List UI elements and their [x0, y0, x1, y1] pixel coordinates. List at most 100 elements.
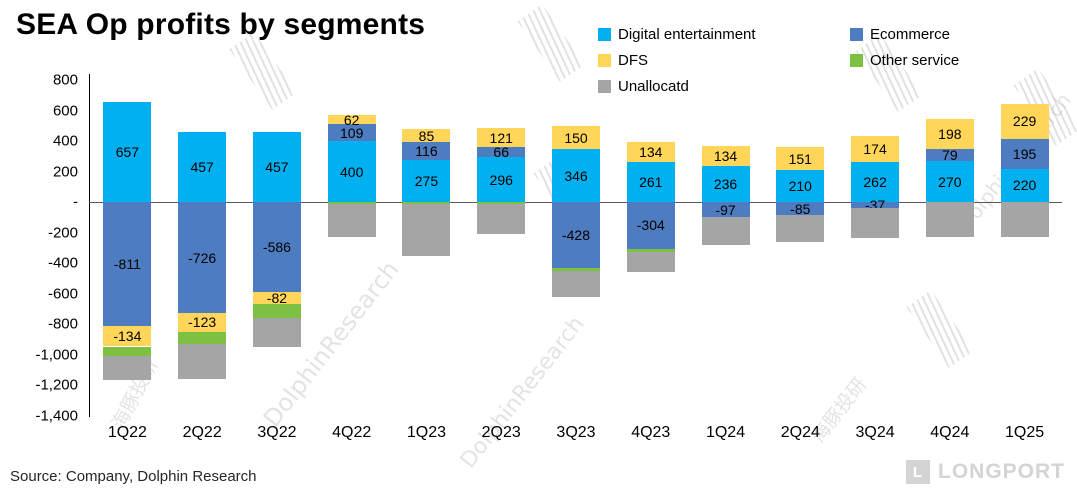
legend-swatch-other-service [850, 54, 863, 67]
bar-segment-ecommerce [178, 202, 227, 314]
y-tick-label: -600 [47, 285, 78, 303]
bar-value-label: -123 [188, 314, 217, 331]
bar-segment-dfs [851, 135, 900, 163]
bar-segment-other-service [178, 331, 227, 345]
bar-segment-unallocatd [477, 203, 526, 235]
bar-segment-ecommerce [252, 202, 301, 292]
legend: Digital entertainment Ecommerce DFS Othe… [598, 26, 959, 95]
x-axis-label: 3Q24 [855, 424, 895, 441]
bar-segment-unallocatd [851, 207, 900, 239]
x-axis-label: 3Q22 [257, 424, 297, 441]
bar-segment-unallocatd [1000, 202, 1049, 238]
bar-segment-other-service [402, 202, 451, 204]
bar-segment-unallocatd [252, 317, 301, 347]
x-axis-label: 2Q22 [182, 424, 222, 441]
legend-swatch-dfs [598, 54, 611, 67]
bar-value-label: 198 [938, 125, 962, 142]
x-axis-label: 4Q23 [631, 424, 671, 441]
bar-segment-other-service [103, 346, 152, 356]
x-axis-label: 1Q24 [705, 424, 746, 441]
bar-segment-unallocatd [178, 344, 227, 380]
bar-segment-unallocatd [327, 204, 376, 238]
legend-label: Ecommerce [870, 26, 951, 43]
bar-segment-dfs [776, 147, 825, 171]
bar-segment-dfs [402, 129, 451, 143]
bar-segment-ecommerce [626, 202, 675, 249]
legend-label: DFS [618, 52, 648, 69]
y-tick-label: -1,400 [35, 407, 78, 425]
bar-segment-unallocatd [701, 216, 750, 246]
longport-logo: L LONGPORT [906, 460, 1065, 484]
bar-segment-unallocatd [626, 251, 675, 272]
x-axis-label: 3Q23 [556, 424, 596, 441]
bar-value-label: -97 [715, 201, 736, 218]
bar-segment-dfs [252, 291, 301, 305]
bar-value-label: 346 [564, 167, 588, 184]
y-tick-label: -1,000 [35, 346, 78, 364]
bar-value-label: 657 [115, 144, 140, 160]
bar-segment-unallocatd [925, 202, 974, 238]
x-axis-label: 1Q25 [1005, 424, 1045, 441]
bar-segment-dfs [925, 118, 974, 149]
source-note: Source: Company, Dolphin Research [10, 468, 257, 485]
x-axis-label: 1Q22 [107, 424, 147, 441]
bar-value-label: 109 [340, 124, 364, 141]
bar-segment-unallocatd [103, 355, 152, 381]
bar-segment-ecommerce [103, 202, 152, 327]
bar-value-label: 116 [415, 143, 438, 160]
bar-segment-digital-entertainment [103, 101, 152, 203]
bar-value-label: -304 [636, 217, 665, 234]
legend-item-unallocatd: Unallocatd [598, 78, 850, 95]
x-axis-label: 1Q23 [406, 424, 447, 441]
bar-segment-digital-entertainment [178, 132, 227, 203]
bar-value-label: 79 [942, 146, 958, 163]
bar-segment-dfs [103, 326, 152, 347]
bar-value-label: -726 [188, 249, 217, 266]
y-tick-label: -1,200 [35, 376, 78, 394]
x-axis-label: 2Q24 [780, 424, 820, 441]
legend-item-other-service: Other service [850, 52, 959, 69]
bar-segment-digital-entertainment [402, 160, 451, 203]
chart-title: SEA Op profits by segments [16, 8, 426, 41]
bar-value-label: 134 [639, 144, 663, 161]
bar-segment-dfs [327, 114, 376, 125]
bar-segment-dfs [552, 126, 600, 150]
bar-segment-ecommerce [327, 124, 376, 142]
bar-value-label: 275 [414, 173, 439, 190]
bar-segment-dfs [701, 145, 750, 167]
legend-label: Other service [870, 52, 960, 69]
bar-value-label: -586 [262, 238, 291, 255]
x-axis-label: 4Q24 [930, 424, 970, 441]
bar-segment-digital-entertainment [252, 132, 301, 203]
bar-segment-unallocatd [402, 203, 451, 256]
bar-value-label: 174 [863, 140, 887, 157]
legend-swatch-unallocatd [598, 80, 611, 93]
x-axis-label: 4Q22 [332, 424, 372, 441]
bar-segment-unallocatd [776, 215, 825, 242]
bar-value-label: 262 [863, 174, 887, 191]
bar-value-label: 270 [938, 173, 962, 190]
bar-value-label: 229 [1012, 113, 1037, 130]
bar-segment-dfs [477, 128, 526, 147]
y-tick-label: 600 [52, 102, 78, 120]
bar-value-label: 134 [713, 147, 738, 164]
bar-value-label: 296 [489, 171, 513, 188]
bar-value-label: 66 [493, 143, 509, 160]
legend-item-dfs: DFS [598, 52, 850, 69]
bar-value-label: 236 [713, 176, 738, 193]
y-tick-label: 400 [52, 132, 78, 150]
bar-segment-unallocatd [552, 271, 600, 298]
bar-segment-digital-entertainment [477, 156, 526, 203]
bar-value-label: 400 [340, 163, 364, 180]
bar-segment-ecommerce [776, 202, 825, 216]
y-tick-label: -800 [47, 315, 78, 333]
legend-swatch-digital-entertainment [598, 28, 611, 41]
legend-label: Digital entertainment [618, 26, 756, 43]
bar-value-label: 151 [788, 150, 812, 167]
bar-segment-digital-entertainment [925, 160, 974, 203]
bar-segment-dfs [1000, 103, 1049, 139]
legend-item-ecommerce: Ecommerce [850, 26, 959, 43]
y-tick-label: - [73, 193, 78, 211]
